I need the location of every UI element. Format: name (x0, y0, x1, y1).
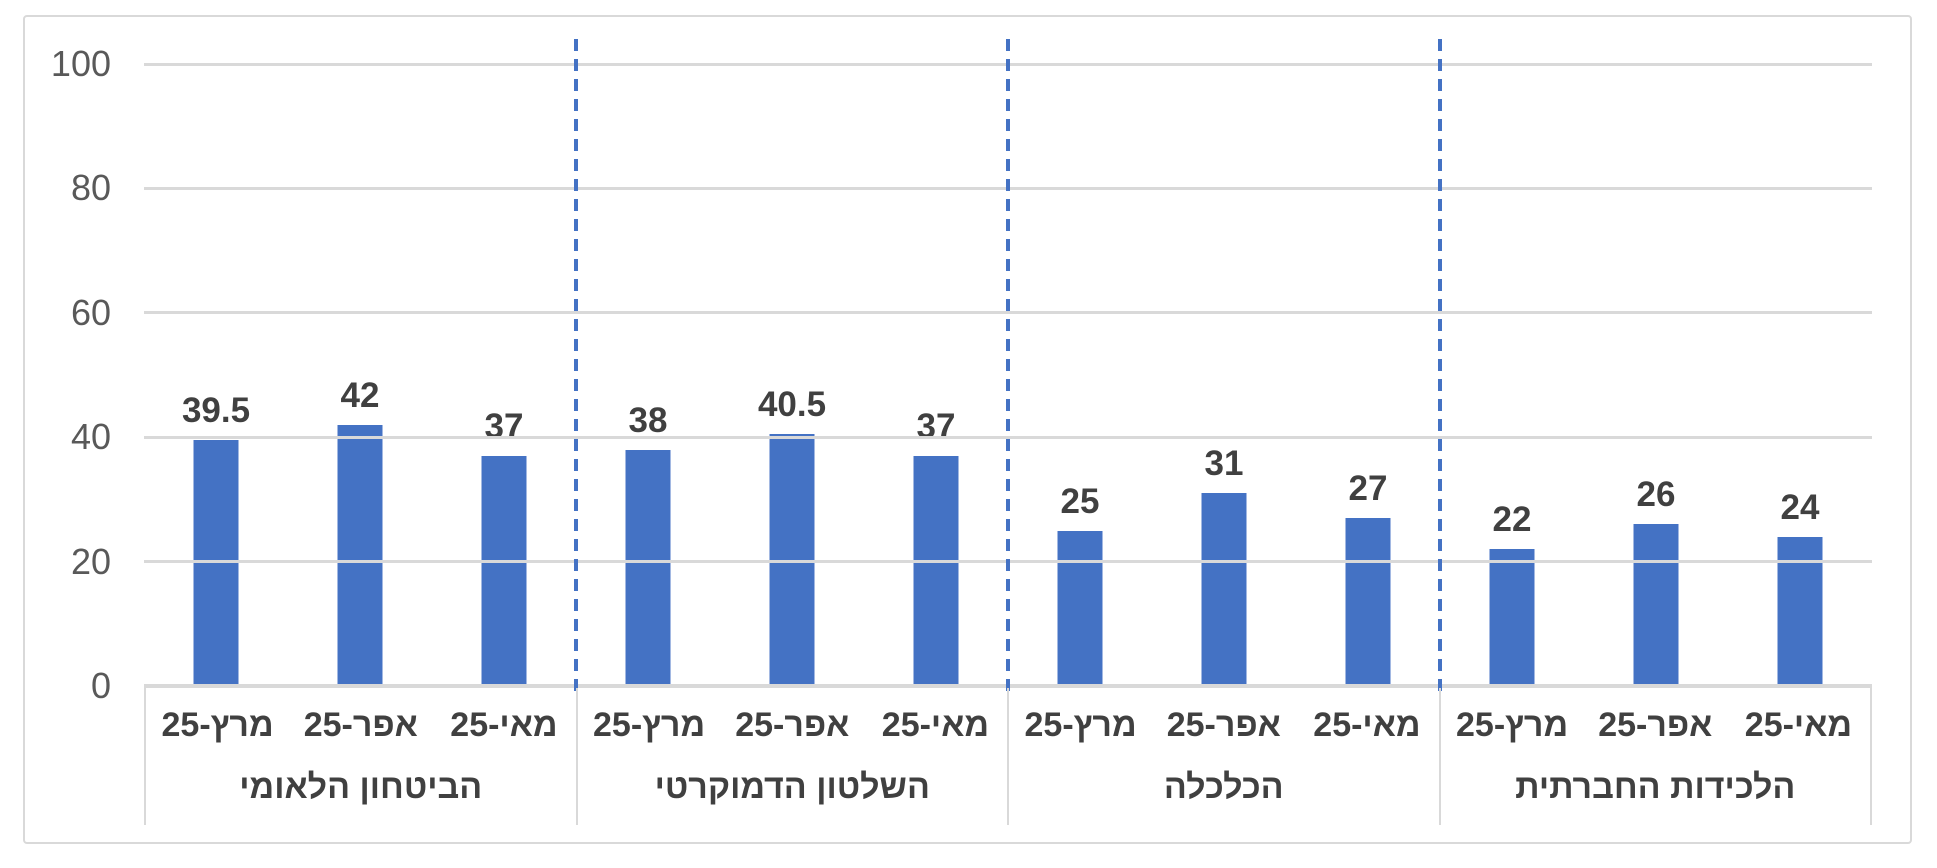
bar-value-label: 24 (1780, 487, 1820, 527)
bar-cell: 27 (1296, 64, 1440, 686)
bar-group: 38 40.5 37 (576, 64, 1008, 686)
month-tick-label: אפר-25 (1166, 705, 1281, 744)
y-axis-tick-label: 0 (90, 665, 111, 706)
bar-value-label: 22 (1492, 500, 1532, 540)
month-tick-row: מרץ-25 אפר-25 מאי-25 (1441, 688, 1871, 762)
bar-cell: 40.5 (720, 64, 864, 686)
x-axis: מרץ-25 אפר-25 מאי-25 הביטחון הלאומי מרץ-25 אפ… (144, 688, 1872, 825)
bar (913, 455, 959, 686)
y-axis: 0 20 40 60 80 100 (25, 46, 111, 704)
bar-value-label: 39.5 (181, 391, 251, 431)
month-tick-row: מרץ-25 אפר-25 מאי-25 (578, 688, 1008, 762)
bar-cell: 24 (1728, 64, 1872, 686)
bar (1489, 549, 1535, 686)
group-separator-line (1438, 39, 1442, 693)
bar (1633, 524, 1679, 686)
bar (481, 455, 527, 686)
bar (337, 424, 383, 686)
x-axis-group: מרץ-25 אפר-25 מאי-25 הלכידות החברתית (1441, 688, 1872, 825)
bar-cell: 31 (1152, 64, 1296, 686)
month-tick-label: מרץ-25 (593, 705, 706, 744)
group-separator-line (1006, 39, 1010, 693)
month-tick-label: מאי-25 (1313, 705, 1421, 744)
month-tick-label: אפר-25 (735, 705, 850, 744)
bar-value-label: 31 (1204, 444, 1244, 484)
bar-cell: 22 (1440, 64, 1584, 686)
bar-cell: 25 (1008, 64, 1152, 686)
bar-cell: 26 (1584, 64, 1728, 686)
bar-group: 39.5 42 37 (144, 64, 576, 686)
month-tick-label: מאי-25 (881, 705, 990, 744)
bar (769, 434, 815, 686)
group-separator-line (574, 39, 578, 693)
category-group-label: השלטון הדמוקרטי (654, 768, 930, 806)
bar-cell: 37 (864, 64, 1008, 686)
y-axis-tick-label: 60 (70, 291, 111, 333)
bar-cell: 42 (288, 64, 432, 686)
plot-area: 39.5 42 37 38 40.5 37 25 31 27 22 26 24 (144, 39, 1872, 693)
y-axis-tick-label: 80 (70, 167, 111, 209)
bar (625, 449, 671, 686)
x-axis-group: מרץ-25 אפר-25 מאי-25 השלטון הדמוקרטי (578, 688, 1009, 825)
y-axis-tick-label: 40 (70, 416, 111, 458)
bar-cell: 38 (576, 64, 720, 686)
category-group-label: הלכידות החברתית (1515, 768, 1796, 806)
month-tick-label: מרץ-25 (1456, 705, 1569, 744)
month-tick-row: מרץ-25 אפר-25 מאי-25 (1009, 688, 1439, 762)
bar-cell: 39.5 (144, 64, 288, 686)
bar (1777, 536, 1823, 686)
month-tick-label: אפר-25 (303, 705, 418, 744)
bar (1057, 530, 1103, 686)
y-axis-tick-label: 20 (70, 540, 111, 582)
x-axis-group: מרץ-25 אפר-25 מאי-25 הכלכלה (1009, 688, 1441, 825)
month-tick-label: אפר-25 (1598, 705, 1713, 744)
bar (1345, 518, 1391, 686)
bar-cell: 37 (432, 64, 576, 686)
bar (1201, 493, 1247, 686)
bar-groups: 39.5 42 37 38 40.5 37 25 31 27 22 26 24 (144, 64, 1872, 686)
y-axis-tick-label: 100 (50, 43, 111, 84)
bar (193, 440, 239, 686)
category-group-label: הכלכלה (1163, 768, 1284, 806)
month-tick-label: מרץ-25 (1024, 705, 1137, 744)
category-group-label: הביטחון הלאומי (239, 768, 483, 806)
bar-value-label: 26 (1636, 475, 1676, 515)
month-tick-label: מרץ-25 (161, 705, 274, 744)
bar-group: 25 31 27 (1008, 64, 1440, 686)
month-tick-label: מאי-25 (1744, 705, 1853, 744)
bar-value-label: 38 (628, 400, 668, 440)
bar-group: 22 26 24 (1440, 64, 1872, 686)
month-tick-row: מרץ-25 אפר-25 מאי-25 (146, 688, 576, 762)
bar-value-label: 25 (1060, 481, 1100, 521)
chart-frame: 0 20 40 60 80 100 39.5 42 37 38 40.5 37 25 31 27 22 26 2… (23, 15, 1912, 844)
bar-value-label: 27 (1348, 469, 1388, 509)
bar-value-label: 42 (340, 375, 380, 415)
x-axis-group: מרץ-25 אפר-25 מאי-25 הביטחון הלאומי (146, 688, 578, 825)
bar-value-label: 40.5 (757, 385, 827, 425)
month-tick-label: מאי-25 (450, 705, 558, 744)
